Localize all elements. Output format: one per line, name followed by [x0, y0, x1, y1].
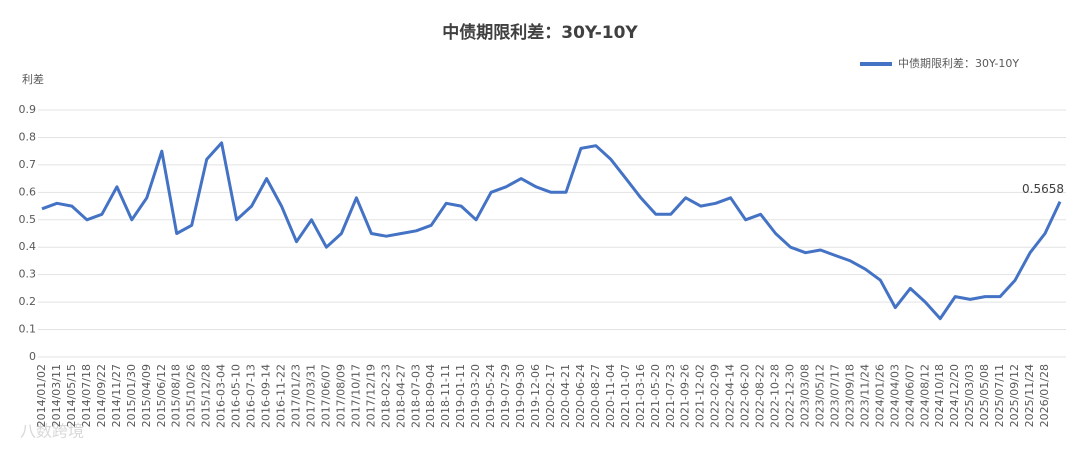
x-tick-label: 2021-12-02 — [694, 364, 707, 428]
x-tick-label: 2021-03-16 — [634, 364, 647, 428]
x-tick-label: 2018-07-03 — [409, 364, 422, 428]
y-axis-label: 利差 — [22, 72, 44, 86]
y-tick-label: 0.4 — [19, 240, 37, 253]
x-tick-label: 2025/05/08 — [978, 364, 991, 427]
x-tick-label: 2021-07-23 — [664, 364, 677, 428]
x-tick-label: 2022-02-09 — [709, 364, 722, 428]
x-tick-label: 2019-05-24 — [484, 364, 497, 428]
y-tick-label: 0.9 — [19, 103, 37, 116]
x-tick-label: 2014/03/11 — [50, 364, 63, 427]
value-label: 0.5658 — [1022, 182, 1064, 196]
x-tick-label: 2018-11-11 — [439, 364, 452, 428]
x-tick-label: 2020-08-27 — [589, 364, 602, 428]
x-tick-label: 2024/10/18 — [933, 364, 946, 427]
x-tick-label: 2020-04-21 — [559, 364, 572, 428]
x-tick-label: 2024/01/26 — [873, 364, 886, 427]
x-tick-label: 2023/07/17 — [828, 364, 841, 427]
x-tick-label: 2025/07/11 — [993, 364, 1006, 427]
x-tick-label: 2021-05-20 — [649, 364, 662, 428]
x-tick-label: 2016-07-13 — [245, 364, 258, 428]
x-tick-label: 2017/06/07 — [319, 364, 332, 427]
x-tick-label: 2022-12-30 — [784, 364, 797, 428]
y-tick-label: 0.2 — [19, 295, 37, 308]
x-tick-label: 2024/06/07 — [903, 364, 916, 427]
x-tick-label: 2014/11/27 — [110, 364, 123, 427]
x-tick-label: 2015/06/12 — [155, 364, 168, 427]
x-tick-label: 2019-03-20 — [469, 364, 482, 428]
x-tick-label: 2018-02-23 — [379, 364, 392, 428]
x-tick-label: 2021-09-26 — [679, 364, 692, 428]
x-tick-label: 2025/11/24 — [1023, 364, 1036, 427]
x-tick-label: 2024/12/20 — [948, 364, 961, 427]
x-tick-label: 2026/01/28 — [1038, 364, 1051, 427]
y-tick-label: 0.7 — [19, 158, 37, 171]
x-tick-label: 2022-06-20 — [739, 364, 752, 428]
x-tick-label: 2017/10/17 — [349, 364, 362, 427]
x-tick-label: 2015/10/26 — [185, 364, 198, 427]
x-tick-label: 2024/08/12 — [918, 364, 931, 427]
y-tick-label: 0.1 — [19, 323, 37, 336]
x-tick-label: 2018-04-27 — [394, 364, 407, 428]
x-tick-label: 2016-11-22 — [275, 364, 288, 428]
x-tick-label: 2017/08/09 — [334, 364, 347, 427]
x-tick-label: 2025/09/12 — [1008, 364, 1021, 427]
x-tick-label: 2015/01/30 — [125, 364, 138, 427]
y-tick-label: 0.8 — [19, 130, 37, 143]
y-tick-label: 0 — [29, 350, 36, 363]
x-tick-label: 2023/05/12 — [813, 364, 826, 427]
x-tick-label: 2022-08-22 — [754, 364, 767, 428]
y-tick-label: 0.6 — [19, 185, 37, 198]
x-tick-label: 2019-07-29 — [499, 364, 512, 428]
legend-label: 中债期限利差：30Y-10Y — [898, 56, 1019, 70]
x-tick-label: 2017/12/19 — [364, 364, 377, 427]
x-tick-label: 2024/04/03 — [888, 364, 901, 427]
y-tick-label: 0.5 — [19, 213, 37, 226]
x-tick-label: 2025/03/03 — [963, 364, 976, 427]
x-tick-label: 2023/09/18 — [843, 364, 856, 427]
x-tick-label: 2017/01/23 — [290, 364, 303, 427]
x-tick-label: 2019-01-11 — [454, 364, 467, 428]
x-tick-label: 2016-05-10 — [230, 364, 243, 428]
x-tick-label: 2023/03/08 — [799, 364, 812, 427]
x-tick-label: 2018-09-04 — [424, 364, 437, 428]
x-tick-label: 2015/08/18 — [170, 364, 183, 427]
x-tick-label: 2015/04/09 — [140, 364, 153, 427]
x-tick-label: 2020-02-17 — [544, 364, 557, 428]
chart-title: 中债期限利差：30Y-10Y — [442, 22, 638, 43]
x-tick-label: 2016-03-04 — [215, 364, 228, 428]
x-tick-label: 2019-09-30 — [514, 364, 527, 428]
x-tick-label: 2022-04-14 — [724, 364, 737, 428]
series-line — [42, 143, 1060, 319]
x-tick-label: 2022-10-28 — [769, 364, 782, 428]
x-tick-label: 2014/07/18 — [80, 364, 93, 427]
x-tick-label: 2014/09/22 — [95, 364, 108, 427]
x-tick-label: 2016-09-14 — [260, 364, 273, 428]
x-tick-label: 2014/01/02 — [35, 364, 48, 427]
x-tick-label: 2020-06-24 — [574, 364, 587, 428]
x-tick-label: 2019-12-06 — [529, 364, 542, 428]
y-tick-label: 0.3 — [19, 268, 37, 281]
x-tick-label: 2020-11-04 — [604, 364, 617, 428]
x-tick-label: 2014/05/15 — [65, 364, 78, 427]
x-tick-label: 2023/11/24 — [858, 364, 871, 427]
x-tick-label: 2021-01-07 — [619, 364, 632, 428]
x-tick-label: 2015/12/28 — [200, 364, 213, 427]
x-tick-label: 2017/03/31 — [304, 364, 317, 427]
chart: 中债期限利差：30Y-10Y 利差 八数跨境 00.10.20.30.40.50… — [0, 0, 1080, 452]
